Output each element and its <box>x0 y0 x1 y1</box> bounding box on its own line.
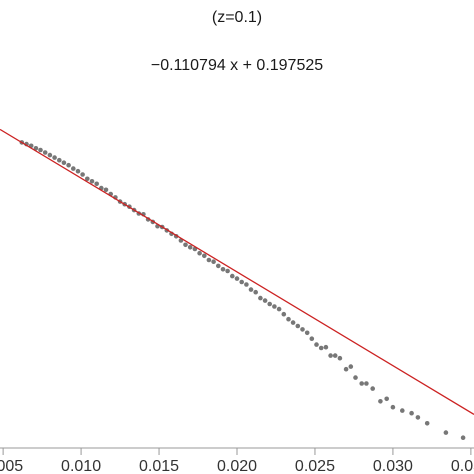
data-point <box>187 245 193 250</box>
data-point <box>359 381 365 386</box>
data-point <box>230 273 235 279</box>
data-point <box>337 355 343 361</box>
data-point <box>66 162 71 168</box>
data-point <box>328 353 333 358</box>
data-point <box>33 146 39 151</box>
data-point <box>206 257 212 263</box>
data-point <box>216 263 221 269</box>
data-point <box>400 408 405 413</box>
data-point <box>61 160 67 165</box>
data-point <box>258 295 263 301</box>
data-point <box>384 396 390 402</box>
data-point <box>460 435 466 441</box>
x-tick-label: 0.005 <box>0 458 23 474</box>
data-points <box>19 140 466 441</box>
data-point <box>94 181 99 187</box>
x-tick-label: 0.020 <box>217 458 257 474</box>
data-point <box>309 336 315 342</box>
data-point <box>424 421 430 426</box>
fit-equation: −0.110794 x + 0.197525 <box>151 57 323 74</box>
x-axis-ticks: 0.005 0.010 0.015 0.020 0.025 0.030 0.035 <box>0 448 474 474</box>
data-point <box>211 259 216 265</box>
data-point <box>71 166 76 171</box>
x-tick-label: 0.030 <box>373 458 413 474</box>
data-point <box>314 342 319 347</box>
data-point <box>89 179 95 184</box>
data-point <box>364 381 369 386</box>
data-point <box>409 410 414 416</box>
data-point <box>80 172 85 177</box>
data-point <box>262 298 268 303</box>
data-point <box>443 430 449 435</box>
data-point <box>390 404 396 410</box>
data-point <box>85 176 90 182</box>
data-point <box>286 316 291 322</box>
data-point <box>42 150 48 155</box>
data-point <box>290 320 296 325</box>
data-point <box>197 250 202 256</box>
data-point <box>253 289 258 295</box>
data-point <box>295 323 301 329</box>
data-point <box>348 364 354 369</box>
data-point <box>323 344 329 350</box>
data-point <box>234 276 240 281</box>
data-point <box>57 157 62 163</box>
data-point <box>272 304 277 309</box>
data-point <box>220 267 226 272</box>
data-point <box>276 306 282 312</box>
data-point <box>75 168 81 174</box>
data-point <box>202 253 207 259</box>
data-point <box>370 386 376 391</box>
data-point <box>103 187 109 193</box>
data-point <box>244 282 249 287</box>
x-tick-label: 0.015 <box>139 458 179 474</box>
plot-area: 0.005 0.010 0.015 0.020 0.025 0.030 0.035 <box>0 128 474 474</box>
data-point <box>300 327 305 332</box>
fit-line <box>0 128 474 415</box>
data-point <box>304 330 310 336</box>
chart-title: (z=0.1) <box>212 9 262 26</box>
x-tick-label: 0.035 <box>451 458 474 474</box>
x-tick-label: 0.010 <box>61 458 101 474</box>
x-tick-label: 0.025 <box>295 458 335 474</box>
data-point <box>38 147 43 153</box>
data-point <box>343 366 349 372</box>
data-point <box>52 155 57 160</box>
data-point <box>353 375 358 380</box>
data-point <box>415 415 421 420</box>
data-point <box>378 399 383 404</box>
data-point <box>47 152 53 158</box>
data-point <box>318 345 324 351</box>
data-point <box>267 301 273 307</box>
data-point <box>239 279 244 285</box>
data-point <box>281 311 287 317</box>
data-point <box>248 287 254 292</box>
data-point <box>332 353 338 358</box>
data-point <box>183 242 188 248</box>
data-point <box>225 268 230 274</box>
